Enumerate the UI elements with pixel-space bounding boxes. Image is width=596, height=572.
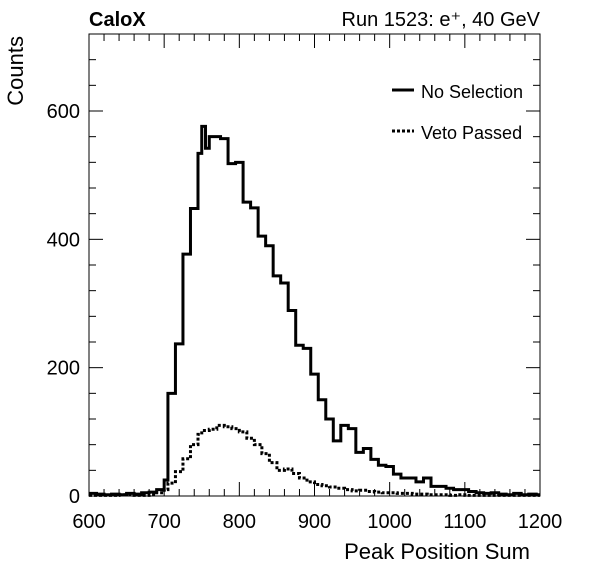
header-left-label: CaloX — [89, 9, 146, 31]
x-tick-label: 800 — [223, 511, 256, 533]
x-tick-label: 1100 — [443, 511, 486, 533]
y-tick-label: 0 — [69, 486, 80, 508]
y-tick-label: 200 — [47, 358, 80, 380]
x-tick-label: 1000 — [367, 511, 412, 533]
y-axis-title: Counts — [3, 36, 28, 106]
legend-label-veto-passed: Veto Passed — [421, 123, 522, 143]
legend-label-no-selection: No Selection — [421, 82, 523, 102]
series-no-selection-line — [89, 124, 540, 497]
x-tick-label: 1200 — [518, 511, 563, 533]
series-layer — [89, 124, 540, 497]
y-tick-label: 400 — [47, 229, 80, 251]
x-tick-label: 900 — [298, 511, 331, 533]
x-tick-label: 700 — [147, 511, 180, 533]
series-veto-passed-line — [89, 423, 540, 497]
plot-frame — [88, 33, 541, 497]
ticks-layer: 600 700 800 900 1000 1100 1200 0 200 400 600 — [47, 33, 563, 533]
y-tick-label: 600 — [47, 101, 80, 123]
legend: No Selection Veto Passed — [392, 82, 523, 143]
header-right-label: Run 1523: e⁺, 40 GeV — [342, 9, 541, 31]
x-tick-label: 600 — [72, 511, 105, 533]
x-axis-title: Peak Position Sum — [344, 539, 530, 564]
